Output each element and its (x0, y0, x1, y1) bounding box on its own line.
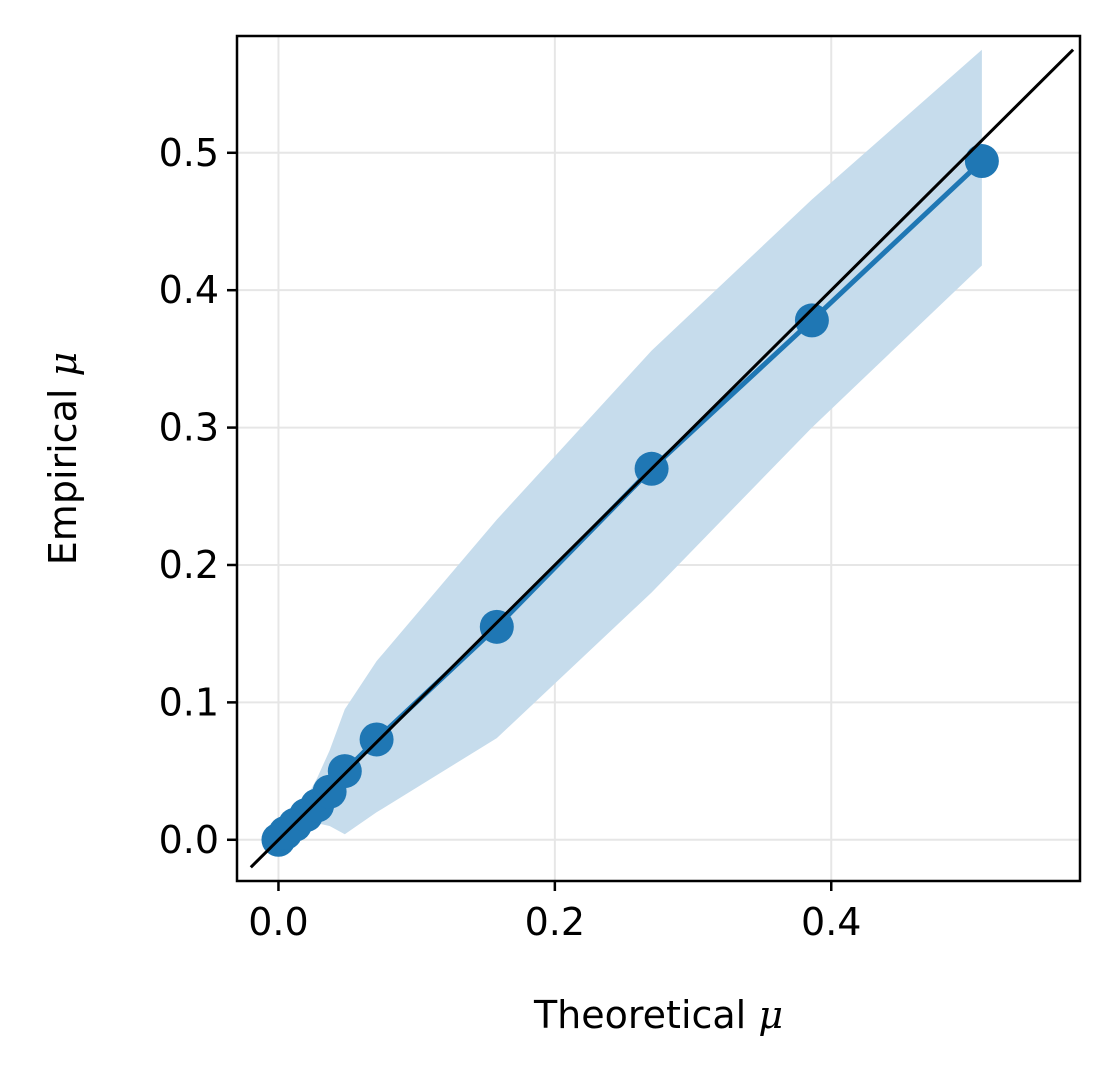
x-tick-label-2: 0.4 (801, 900, 861, 944)
y-tick-label-3: 0.3 (159, 406, 219, 450)
y-tick-label-2: 0.2 (159, 543, 219, 587)
confidence-band (278, 49, 982, 844)
x-tick-label-1: 0.2 (525, 900, 585, 944)
y-axis-label-symbol: μ (41, 352, 85, 377)
y-axis-label: Empirical μ (41, 352, 85, 565)
data-point-11 (964, 144, 999, 179)
y-axis-ticks: 0.0 0.1 0.2 0.3 0.4 0.5 (159, 131, 237, 862)
y-tick-label-0: 0.0 (159, 818, 219, 862)
x-axis-label: Theoretical μ (533, 993, 783, 1037)
y-tick-label-1: 0.1 (159, 680, 219, 724)
uncertainty-band (278, 49, 982, 844)
data-point-7 (359, 722, 394, 757)
y-tick-label-4: 0.4 (159, 268, 219, 312)
identity-line (249, 48, 1075, 869)
plot-frame (235, 34, 1082, 883)
data-point-10 (794, 303, 829, 338)
data-point-8 (479, 609, 514, 644)
y-axis-label-text: Empirical (41, 389, 85, 566)
data-point-6 (327, 754, 362, 789)
x-axis-label-symbol: μ (758, 993, 783, 1037)
reference-line (249, 48, 1075, 869)
x-tick-label-0: 0.0 (248, 900, 308, 944)
x-axis-ticks: 0.0 0.2 0.4 (248, 881, 861, 944)
x-axis-label-text: Theoretical (533, 993, 746, 1037)
y-tick-label-5: 0.5 (159, 131, 219, 175)
